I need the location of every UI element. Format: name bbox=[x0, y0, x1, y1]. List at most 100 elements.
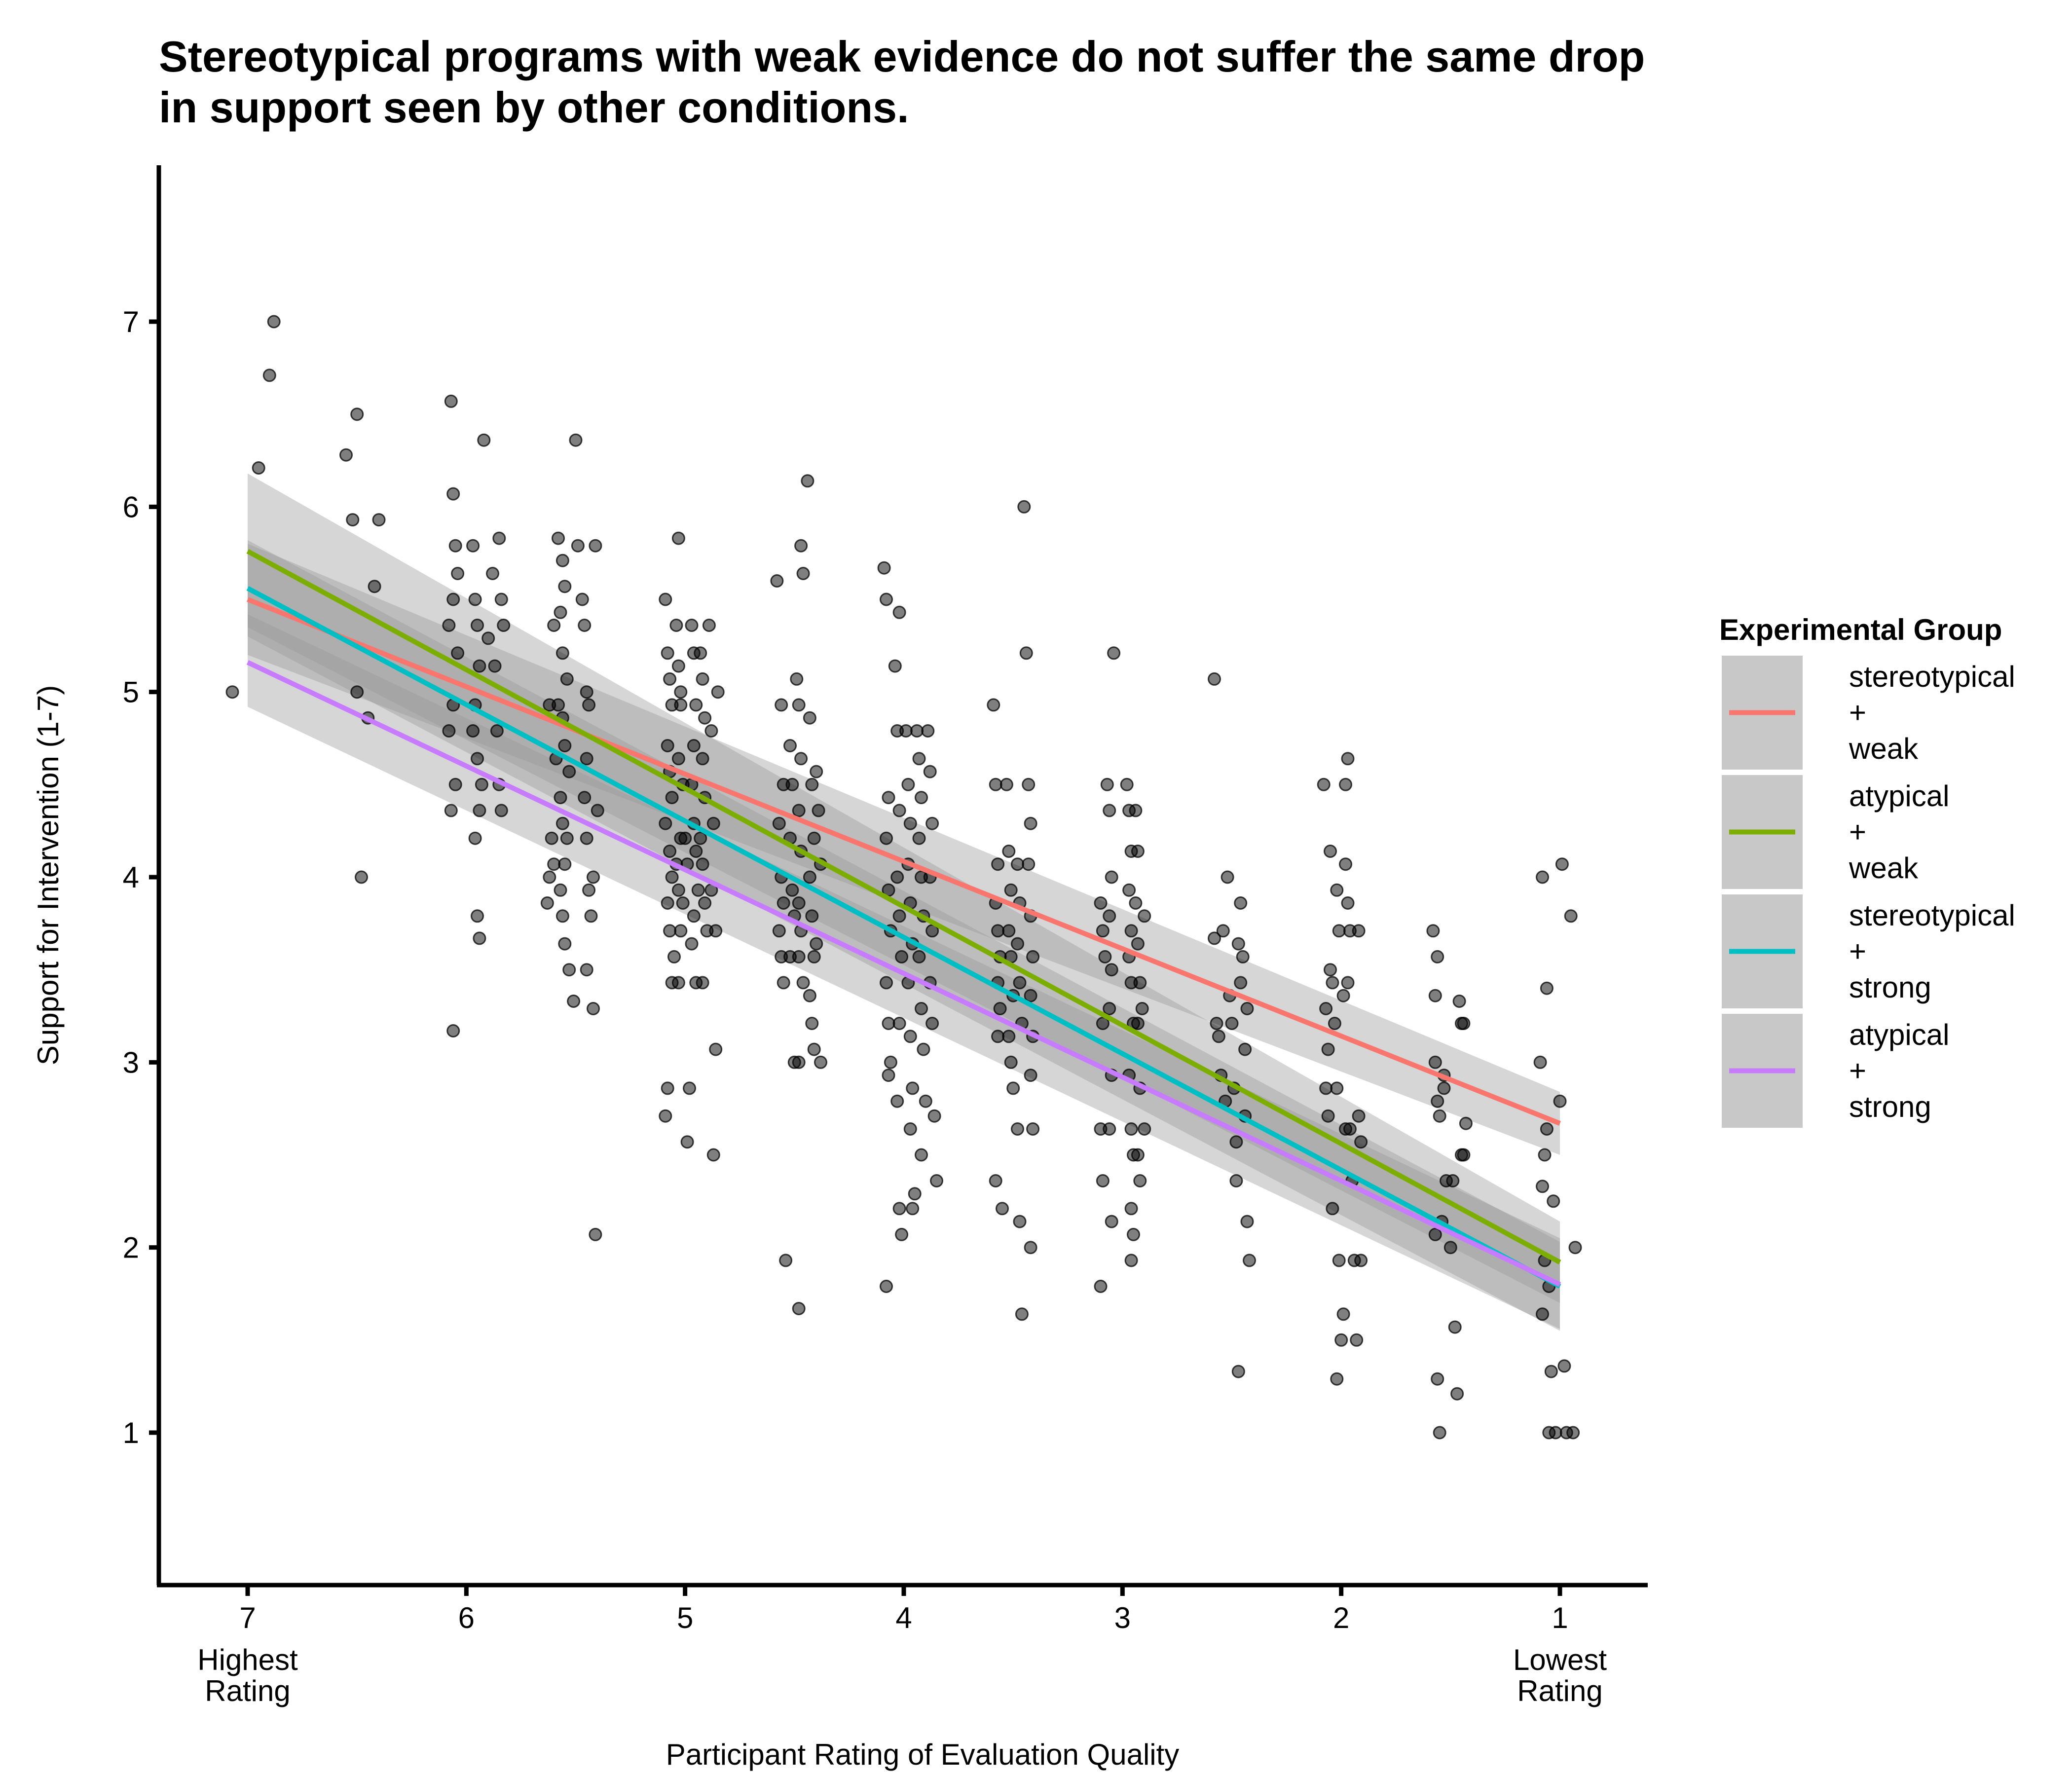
ci-band-1 bbox=[248, 473, 1560, 1303]
scatter-point bbox=[355, 870, 368, 884]
scatter-point bbox=[1437, 1081, 1451, 1095]
scatter-point bbox=[1135, 1002, 1149, 1015]
legend-label: atypical bbox=[1849, 1018, 1949, 1051]
scatter-point bbox=[571, 539, 585, 553]
scatter-point bbox=[796, 976, 810, 990]
scatter-point bbox=[663, 672, 677, 686]
scatter-point bbox=[473, 804, 486, 817]
scatter-point bbox=[442, 724, 456, 738]
scatter-point bbox=[685, 619, 699, 632]
legend: Experimental Group stereotypical+weakaty… bbox=[1719, 613, 2015, 1130]
scatter-point bbox=[1105, 963, 1118, 977]
scatter-point bbox=[442, 619, 456, 632]
scatter-point bbox=[1138, 1122, 1151, 1136]
scatter-point bbox=[1124, 1254, 1138, 1267]
scatter-point bbox=[991, 1030, 1005, 1043]
scatter-point bbox=[582, 698, 596, 712]
scatter-point bbox=[558, 857, 572, 871]
scatter-point bbox=[1024, 1069, 1037, 1082]
scatter-point bbox=[772, 816, 786, 830]
scatter-point bbox=[475, 777, 488, 791]
scatter-point bbox=[446, 592, 460, 606]
scatter-point bbox=[1330, 1081, 1344, 1095]
scatter-point bbox=[1022, 857, 1036, 871]
scatter-point bbox=[812, 804, 825, 817]
scatter-point bbox=[1328, 1017, 1341, 1030]
scatter-point bbox=[1540, 1122, 1554, 1136]
scatter-point bbox=[884, 1055, 897, 1069]
scatter-point bbox=[1236, 950, 1250, 963]
scatter-point bbox=[1138, 909, 1151, 923]
scatter-point bbox=[880, 976, 893, 990]
scatter-point bbox=[923, 765, 937, 778]
scatter-point bbox=[877, 561, 891, 575]
legend-item: atypical+strong bbox=[1720, 1012, 1949, 1130]
scatter-point bbox=[350, 685, 364, 699]
scatter-point bbox=[1428, 1227, 1442, 1241]
scatter-point bbox=[704, 724, 718, 738]
scatter-point bbox=[989, 777, 1002, 791]
scatter-point bbox=[1124, 1122, 1138, 1136]
scatter-point bbox=[1459, 1116, 1473, 1130]
scatter-point bbox=[1234, 976, 1248, 990]
scatter-point bbox=[1234, 896, 1248, 910]
scatter-point bbox=[895, 950, 909, 963]
scatter-point bbox=[792, 950, 806, 963]
scatter-point bbox=[689, 698, 703, 712]
chart-title-line-2: in support seen by other conditions. bbox=[159, 83, 909, 132]
scatter-point bbox=[925, 816, 939, 830]
x-tick-sublabel: Lowest bbox=[1513, 1643, 1607, 1676]
y-tick-label: 2 bbox=[123, 1231, 139, 1264]
scatter-point bbox=[578, 619, 592, 632]
scatter-point bbox=[1103, 804, 1116, 817]
scatter-point bbox=[694, 831, 707, 845]
scatter-point bbox=[698, 711, 712, 725]
scatter-point bbox=[890, 1094, 904, 1108]
scatter-point bbox=[794, 539, 808, 553]
scatter-point bbox=[554, 883, 567, 897]
scatter-point bbox=[1339, 1122, 1352, 1136]
scatter-point bbox=[1428, 1055, 1442, 1069]
scatter-point bbox=[492, 531, 506, 545]
scatter-point bbox=[1127, 1227, 1140, 1241]
scatter-point bbox=[558, 580, 572, 593]
scatter-point bbox=[477, 433, 491, 447]
scatter-point bbox=[1536, 870, 1549, 884]
y-tick-label: 4 bbox=[123, 861, 139, 894]
scatter-point bbox=[471, 619, 484, 632]
scatter-point bbox=[899, 724, 913, 738]
scatter-point bbox=[1024, 1241, 1037, 1255]
scatter-point bbox=[554, 605, 567, 619]
scatter-point bbox=[267, 315, 281, 329]
legend-label: strong bbox=[1849, 1090, 1931, 1123]
scatter-point bbox=[1107, 646, 1121, 660]
legend-label: + bbox=[1849, 1054, 1866, 1087]
scatter-point bbox=[471, 752, 484, 766]
scatter-point bbox=[1536, 1307, 1549, 1321]
scatter-point bbox=[882, 1017, 895, 1030]
scatter-point bbox=[486, 567, 499, 580]
scatter-point bbox=[569, 433, 583, 447]
scatter-point bbox=[1332, 924, 1346, 938]
y-axis-title: Support for Intervention (1-7) bbox=[32, 685, 65, 1065]
scatter-point bbox=[1336, 989, 1350, 1002]
legend-item: atypical+weak bbox=[1720, 773, 1949, 891]
scatter-point bbox=[1321, 1109, 1335, 1123]
scatter-point bbox=[691, 883, 705, 897]
scatter-point bbox=[540, 896, 554, 910]
scatter-point bbox=[1208, 672, 1221, 686]
scatter-point bbox=[547, 619, 561, 632]
scatter-point bbox=[906, 1202, 920, 1216]
scatter-point bbox=[892, 605, 906, 619]
legend-label: + bbox=[1849, 935, 1866, 968]
scatter-point bbox=[991, 924, 1005, 938]
x-tick-sublabel: Rating bbox=[205, 1674, 290, 1707]
scatter-point bbox=[665, 791, 679, 805]
scatter-point bbox=[1212, 1030, 1225, 1043]
scatter-point bbox=[1533, 1055, 1547, 1069]
scatter-point bbox=[685, 937, 699, 951]
scatter-point bbox=[1354, 1135, 1368, 1149]
scatter-point bbox=[796, 567, 810, 580]
scatter-point bbox=[1013, 976, 1027, 990]
